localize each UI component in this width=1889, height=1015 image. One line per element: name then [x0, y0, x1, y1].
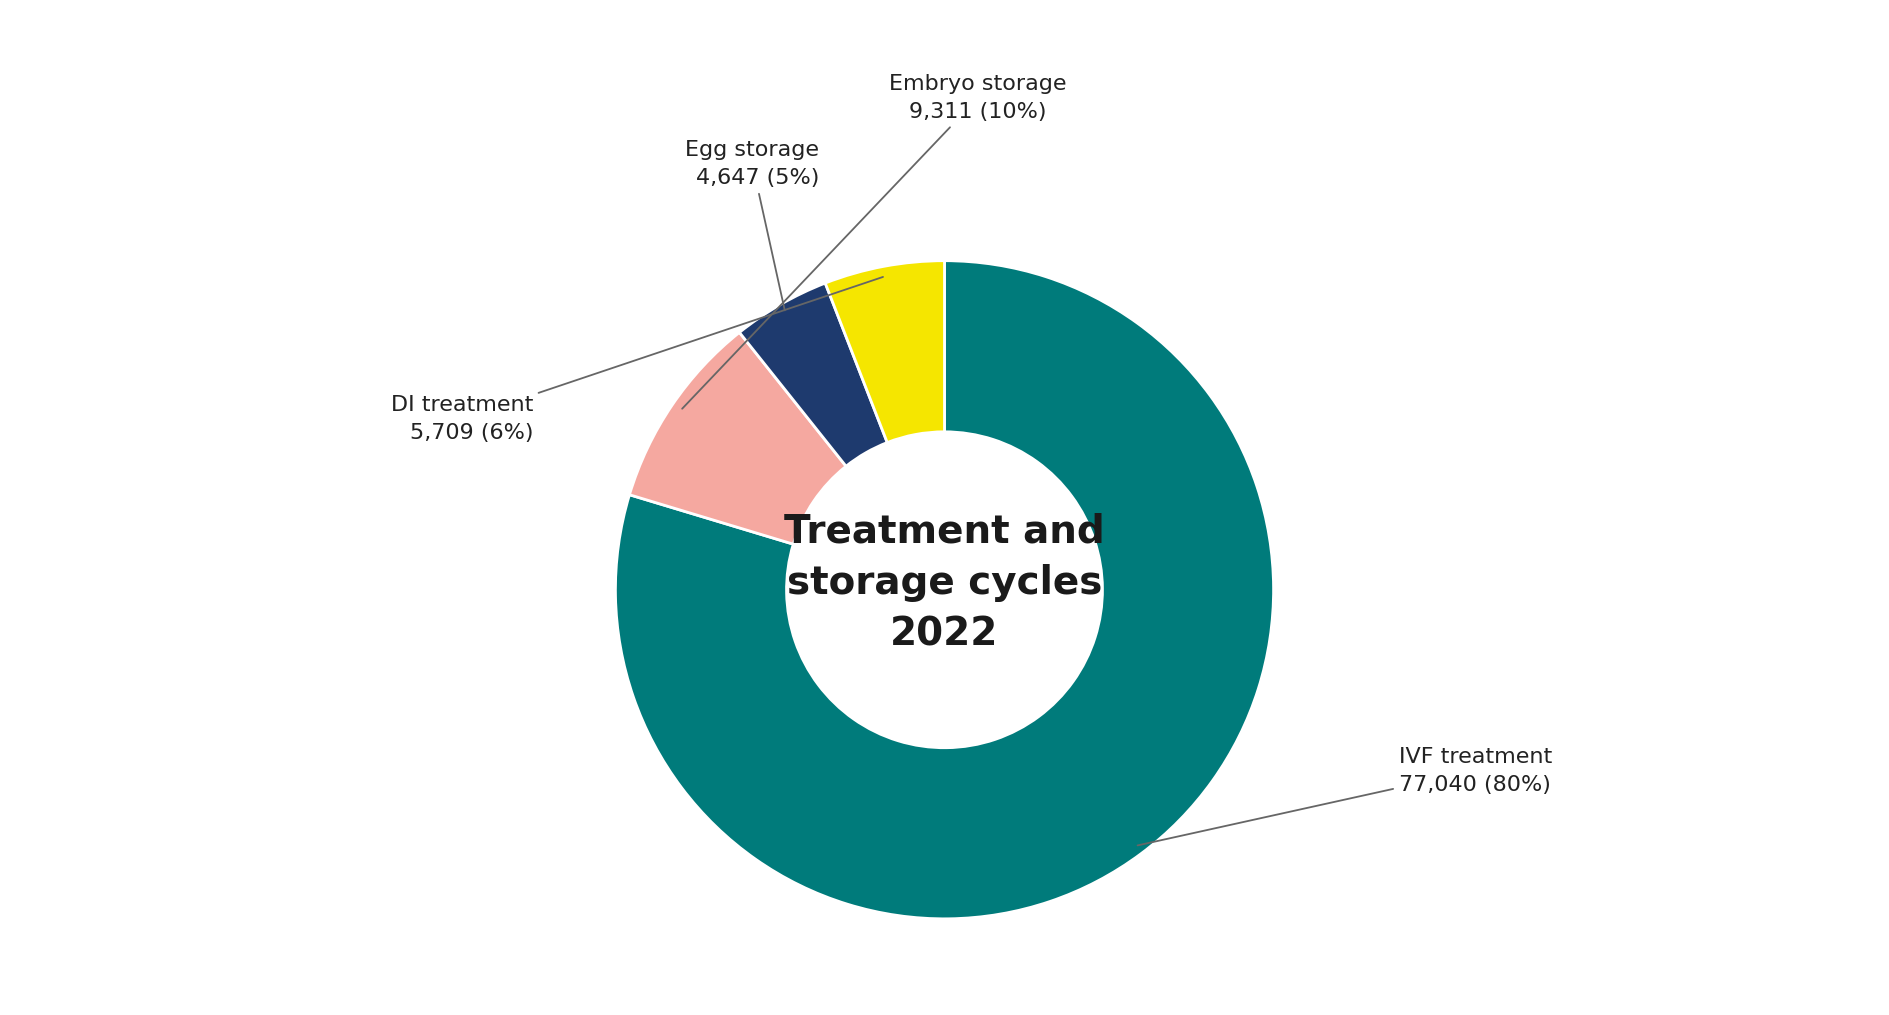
- Wedge shape: [825, 261, 944, 443]
- Text: Treatment and
storage cycles
2022: Treatment and storage cycles 2022: [784, 513, 1105, 654]
- Text: IVF treatment
77,040 (80%): IVF treatment 77,040 (80%): [1137, 747, 1553, 845]
- Text: DI treatment
5,709 (6%): DI treatment 5,709 (6%): [391, 277, 882, 443]
- Wedge shape: [616, 261, 1273, 919]
- Text: Egg storage
4,647 (5%): Egg storage 4,647 (5%): [686, 140, 820, 311]
- Wedge shape: [629, 333, 846, 544]
- Wedge shape: [739, 283, 888, 466]
- Text: Embryo storage
9,311 (10%): Embryo storage 9,311 (10%): [682, 74, 1065, 409]
